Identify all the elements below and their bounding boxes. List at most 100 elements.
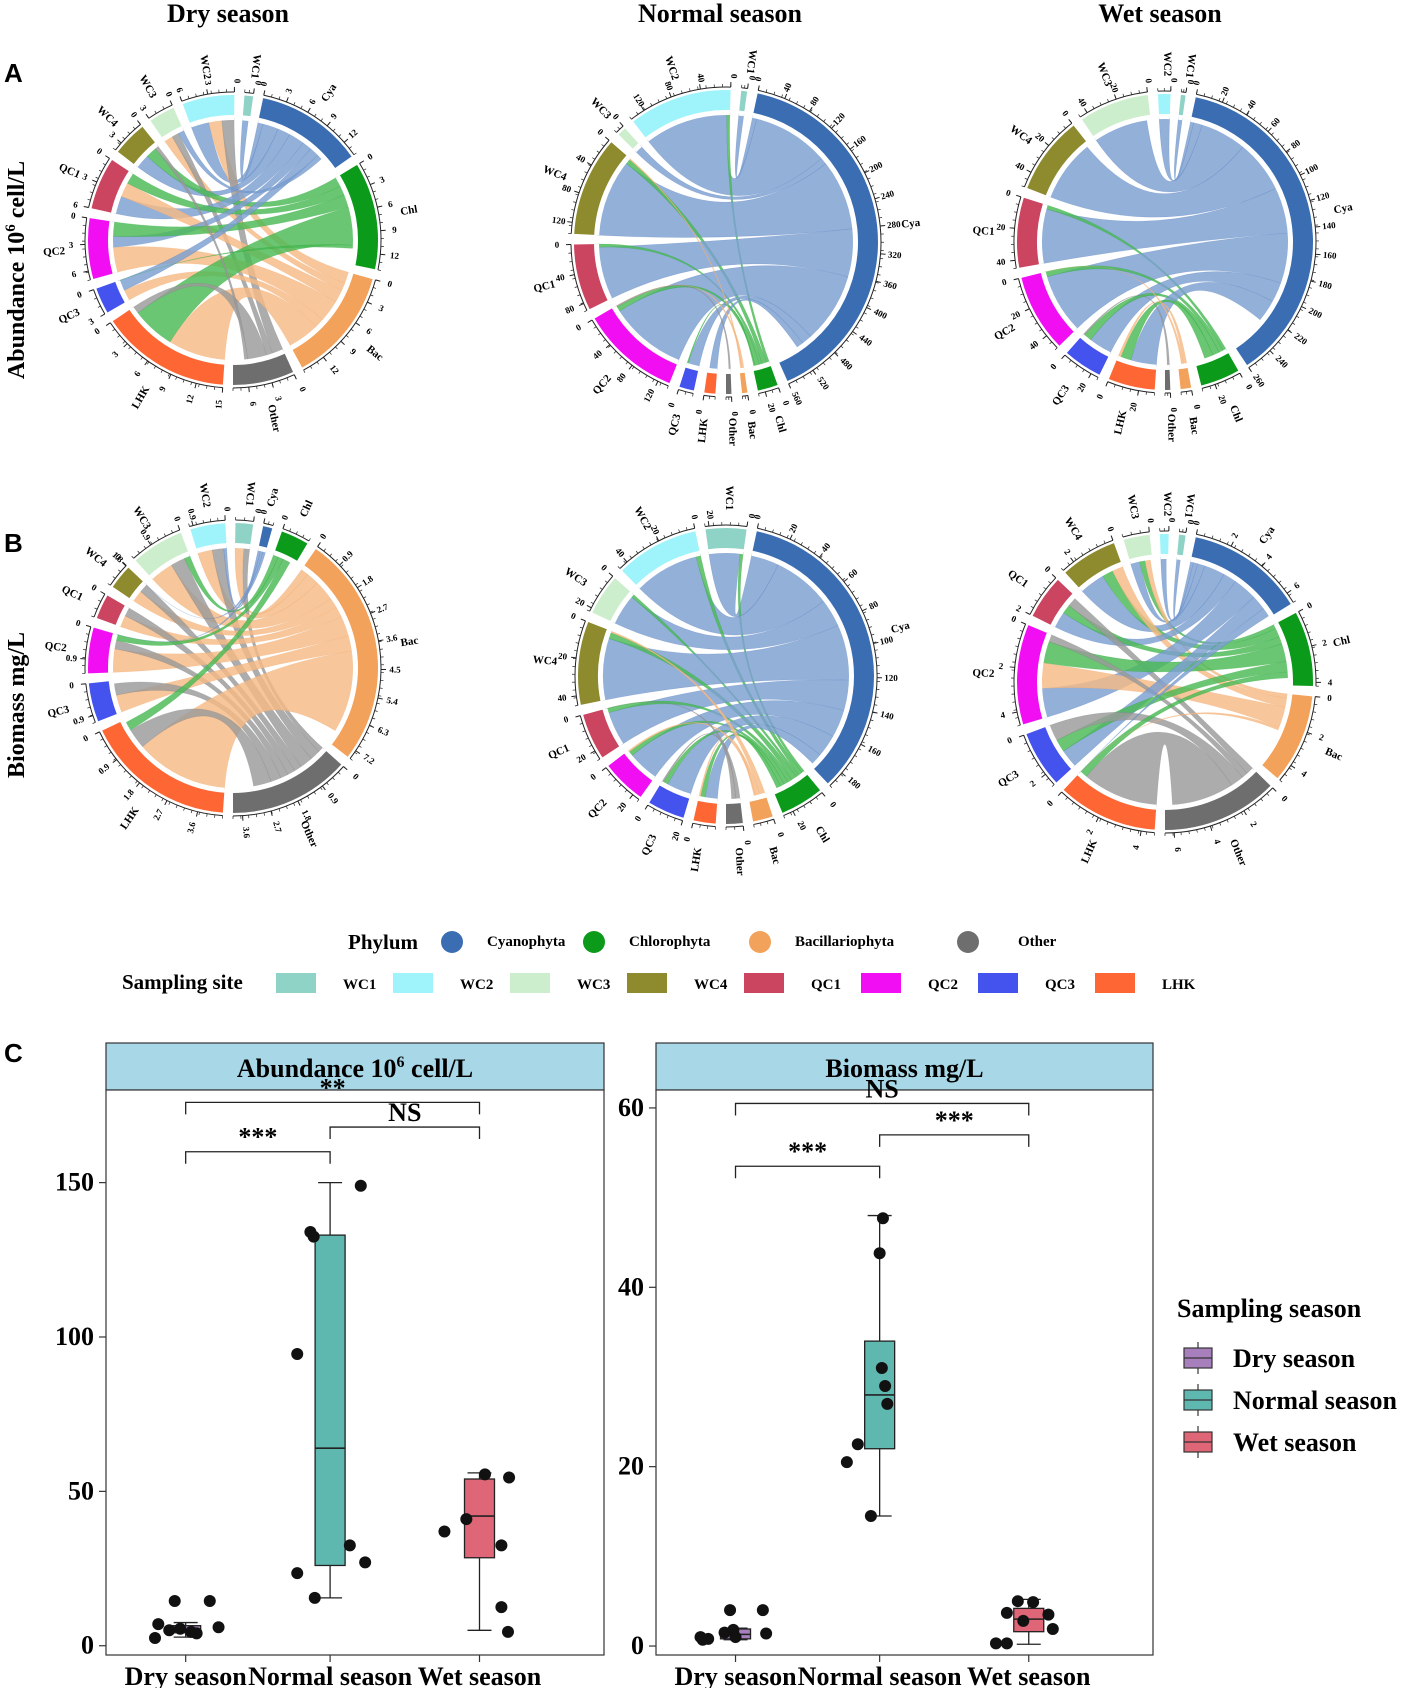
sector-axis bbox=[99, 731, 223, 817]
tick-mark bbox=[605, 344, 611, 349]
minor-tick bbox=[1099, 102, 1102, 106]
minor-tick bbox=[657, 99, 660, 103]
sector-arc bbox=[705, 528, 747, 550]
sector-label: WC2 bbox=[197, 482, 213, 509]
tick-label: 0 bbox=[781, 399, 792, 407]
minor-tick bbox=[772, 529, 774, 533]
chord-links bbox=[596, 112, 856, 372]
minor-tick bbox=[1240, 812, 1244, 816]
minor-tick bbox=[1260, 798, 1264, 802]
data-point bbox=[989, 1637, 1002, 1650]
minor-tick bbox=[1021, 185, 1025, 188]
minor-tick bbox=[866, 618, 870, 621]
sector-label: WC1 bbox=[723, 486, 735, 510]
sector-border bbox=[708, 550, 744, 555]
minor-tick bbox=[1261, 563, 1264, 567]
minor-tick bbox=[873, 193, 877, 195]
minor-tick bbox=[858, 748, 862, 751]
chord-sector-qc2: 0 2 4 QC2 bbox=[972, 613, 1052, 727]
tick-label: 0 bbox=[95, 146, 105, 157]
minor-tick bbox=[1308, 287, 1312, 289]
tick-label: 0 bbox=[81, 733, 90, 744]
significance-label: *** bbox=[238, 1123, 277, 1152]
tick-label: 0 bbox=[232, 79, 242, 84]
sector-arc bbox=[88, 681, 117, 722]
sector-label: LHK bbox=[689, 846, 704, 872]
tick-label: 0 bbox=[611, 112, 622, 122]
minor-tick bbox=[89, 714, 93, 717]
minor-tick bbox=[1106, 821, 1109, 825]
tick-label: 0 bbox=[666, 401, 677, 409]
chord-sector-qc2: 0 40 80 120 QC2 bbox=[574, 305, 679, 404]
minor-tick bbox=[873, 641, 877, 643]
tick-mark bbox=[862, 608, 867, 612]
minor-tick bbox=[813, 550, 817, 554]
minor-tick bbox=[870, 297, 874, 300]
minor-tick bbox=[582, 730, 586, 733]
minor-tick bbox=[1039, 329, 1043, 332]
tick-label: 2 bbox=[1321, 637, 1328, 648]
minor-tick bbox=[329, 351, 332, 355]
minor-tick bbox=[278, 808, 281, 812]
sector-arc bbox=[583, 709, 620, 758]
minor-tick bbox=[870, 719, 874, 722]
tick-label: 12 bbox=[390, 250, 400, 261]
tick-mark bbox=[640, 106, 645, 111]
minor-tick bbox=[1038, 593, 1042, 596]
sector-label: QC3 bbox=[639, 832, 659, 857]
tick-label: 0 bbox=[588, 771, 598, 782]
sector-axis bbox=[1023, 122, 1073, 188]
minor-tick bbox=[620, 123, 624, 127]
x-tick-label: Dry season bbox=[674, 1662, 797, 1688]
sector-axis bbox=[591, 319, 669, 387]
sector-axis bbox=[589, 575, 614, 612]
sector-border bbox=[257, 548, 267, 553]
minor-tick bbox=[592, 157, 596, 160]
minor-tick bbox=[1103, 540, 1106, 544]
sector-border bbox=[660, 781, 691, 797]
minor-tick bbox=[699, 824, 701, 828]
minor-tick bbox=[593, 326, 597, 329]
minor-tick bbox=[1085, 811, 1088, 814]
minor-tick bbox=[1121, 386, 1124, 390]
legend-site-label: QC1 bbox=[811, 977, 841, 993]
minor-tick bbox=[663, 534, 666, 539]
sector-arc bbox=[1158, 94, 1171, 115]
tick-mark bbox=[194, 383, 197, 389]
tick-label: 0 bbox=[1048, 361, 1059, 371]
chord-sector-other: 0 Other bbox=[725, 368, 740, 446]
tick-mark bbox=[831, 124, 836, 129]
minor-tick bbox=[92, 184, 96, 186]
sector-arc bbox=[649, 785, 690, 818]
chord-sector-bac: 0 Bac bbox=[1177, 363, 1203, 435]
minor-tick bbox=[781, 94, 783, 98]
minor-tick bbox=[645, 804, 649, 808]
minor-tick bbox=[860, 162, 864, 165]
tick-mark bbox=[270, 810, 273, 817]
minor-tick bbox=[320, 787, 323, 791]
chord-sector-cya: 0 3 6 9 12 Cya bbox=[257, 80, 360, 171]
minor-tick bbox=[1085, 109, 1088, 113]
data-point bbox=[724, 1604, 737, 1617]
sector-axis bbox=[109, 322, 223, 389]
minor-tick bbox=[1233, 104, 1236, 108]
minor-tick bbox=[150, 541, 153, 545]
data-point bbox=[163, 1624, 176, 1637]
sector-arc bbox=[91, 160, 129, 213]
sector-arc bbox=[258, 526, 273, 548]
minor-tick bbox=[1273, 574, 1276, 578]
minor-tick bbox=[1092, 105, 1095, 109]
minor-tick bbox=[597, 758, 601, 761]
tick-label: 120 bbox=[1315, 190, 1331, 203]
minor-tick bbox=[629, 116, 632, 120]
minor-tick bbox=[1046, 143, 1050, 146]
tick-label: 3 bbox=[378, 174, 386, 185]
minor-tick bbox=[271, 810, 273, 814]
sector-border bbox=[634, 145, 642, 153]
minor-tick bbox=[1191, 390, 1193, 394]
tick-mark bbox=[83, 270, 89, 273]
minor-tick bbox=[123, 563, 127, 566]
